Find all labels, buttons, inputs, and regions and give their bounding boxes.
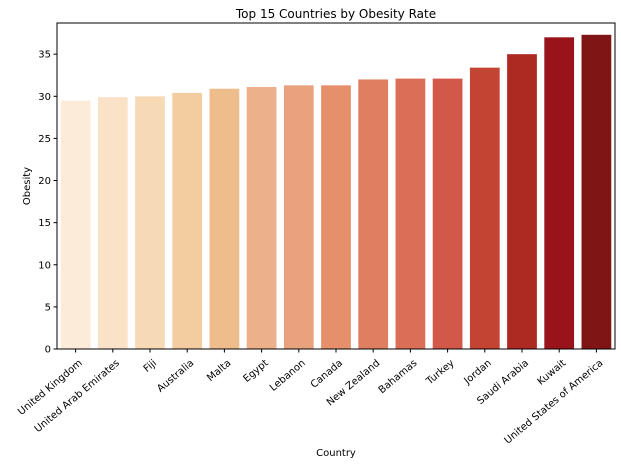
y-tick-label: 35 [38,50,51,61]
x-tick-label: Egypt [241,358,270,385]
chart-title: Top 15 Countries by Obesity Rate [235,7,436,21]
x-tick-label: Fiji [142,358,159,375]
y-tick-label: 5 [45,302,51,313]
x-tick-label: Turkey [424,358,457,388]
x-tick-label: Lebanon [268,358,308,394]
bar-10 [432,78,463,349]
x-tick-label: Bahamas [377,358,420,396]
bar-4 [209,88,240,350]
y-axis-title: Obesity [22,167,33,205]
bar-11 [469,67,500,350]
x-axis-title: Country [316,448,356,459]
x-tick-label: Canada [309,358,345,391]
bar-1 [97,97,128,349]
bar-0 [60,100,91,349]
plot-frame [56,22,616,350]
bar-13 [544,37,575,349]
y-tick-label: 30 [38,92,51,103]
bar-14 [581,34,612,349]
bar-7 [321,85,351,349]
y-tick-label: 20 [38,176,51,187]
bar-3 [172,92,203,350]
y-tick-label: 0 [45,345,51,356]
x-tick-label: Jordan [462,358,494,388]
bar-9 [395,78,426,349]
y-tick-label: 25 [38,134,51,145]
y-tick-label: 10 [38,260,51,271]
x-tick-label: Malta [205,358,233,384]
y-tick-label: 15 [38,218,51,229]
y-axis: 0 5 10 15 20 25 30 35 [38,50,57,356]
bars-group [60,34,612,350]
bar-6 [283,85,314,349]
bar-5 [246,87,277,350]
bar-2 [135,96,165,349]
x-tick-label: Australia [155,358,196,395]
bar-8 [358,79,389,349]
bar-12 [507,54,537,350]
x-tick-label: Kuwait [536,358,569,388]
x-tick-label: United Kingdom [16,358,85,418]
